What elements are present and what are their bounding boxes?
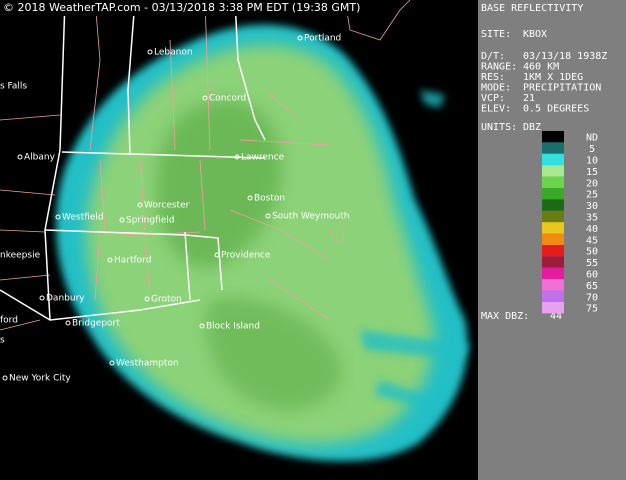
legend-swatch [542,176,564,188]
panel-title: BASE REFLECTIVITY [481,3,583,14]
info-label: VCP: [481,93,505,104]
info-value: 21 [523,93,535,104]
city-marker [107,257,113,263]
city-label: ford [0,316,18,326]
legend-swatch [542,188,564,200]
city-marker [202,95,208,101]
city-label: Lawrence [241,153,285,163]
city-label: South Weymouth [272,212,349,222]
legend-label: 75 [586,304,598,315]
city-marker [55,214,61,220]
info-label: RANGE: [481,62,517,73]
city-label: nkeepsie [0,251,41,261]
legend-swatch [542,153,564,166]
city-marker [65,320,71,326]
info-value: PRECIPITATION [523,83,601,94]
city-marker [147,49,153,55]
city-label: Portland [304,34,341,44]
legend-label: 30 [586,201,598,212]
city-marker [247,195,253,201]
units-label: UNITS: [481,122,517,133]
copyright: © 2018 WeatherTAP.com - 03/13/2018 3:38 … [3,1,360,14]
state-lines [0,0,266,321]
max-value: 44 [550,311,562,322]
legend-swatch [542,165,564,177]
legend-label: 10 [586,156,598,167]
legend-swatch [542,210,564,223]
legend-label: 20 [586,178,598,189]
city-label: Providence [221,251,271,261]
city-label: Westhampton [116,359,179,369]
county-lines [0,0,411,331]
legend-label: 45 [586,235,598,246]
legend-label: 40 [586,224,598,235]
city-marker [265,213,271,219]
legend-label: 55 [586,258,598,269]
city-label: Concord [209,94,246,104]
legend-label: 70 [586,292,598,303]
city-label: Groton [151,295,182,305]
city-marker [234,154,240,160]
legend-swatch [542,131,564,143]
legend-label: 35 [586,213,598,224]
legend-label: 50 [586,247,598,258]
city-marker [119,217,125,223]
radar-echo [56,24,470,462]
info-label: RES: [481,72,505,83]
city-marker [144,296,150,302]
legend-label: 60 [586,270,598,281]
legend-label: 5 [589,144,595,155]
units-value: DBZ [523,122,541,133]
city-label: Block Island [206,322,260,332]
city-marker [39,295,45,301]
legend-swatch [542,222,564,234]
legend-swatch [542,279,564,291]
city-label: Worcester [144,201,190,211]
legend-swatch [542,245,564,257]
city-label: New York City [9,374,71,384]
info-label: ELEV: [481,104,511,115]
city-label: Hartford [114,256,151,266]
info-value: 1KM X 1DEG [523,72,583,83]
city-label: Danbury [46,294,85,304]
city-label: s [0,336,5,346]
info-value: 03/13/18 1938Z [523,51,607,62]
info-label: MODE: [481,83,511,94]
info-value: 460 KM [523,62,559,73]
info-label: D/T: [481,51,505,62]
site-value: KBOX [523,29,547,40]
legend-swatch [542,290,564,302]
info-value: 0.5 DEGREES [523,104,589,115]
city-label: Albany [24,153,56,163]
header-background [0,0,357,16]
max-label: MAX DBZ: [481,311,529,322]
city-label: Bridgeport [72,319,120,329]
city-marker [2,375,8,381]
legend-label: 65 [586,281,598,292]
legend-swatch [542,233,564,245]
city-marker [137,202,143,208]
city-label: s Falls [0,82,27,92]
city-label: Springfield [126,216,174,226]
city-marker [214,252,220,258]
city-marker [109,360,115,366]
legend-label: 25 [586,190,598,201]
legend-label: ND [586,133,598,144]
legend-swatch [542,199,564,211]
legend-swatch [542,142,564,154]
city-label: Lebanon [154,48,193,58]
legend-swatch [542,256,564,268]
city-marker [297,35,303,41]
city-label: Boston [254,194,285,204]
site-label: SITE: [481,29,511,40]
city-marker [199,323,205,329]
legend-swatch [542,302,564,314]
city-marker [17,154,23,160]
legend-label: 15 [586,167,598,178]
city-label: Westfield [62,213,104,223]
legend-swatch [542,267,564,280]
